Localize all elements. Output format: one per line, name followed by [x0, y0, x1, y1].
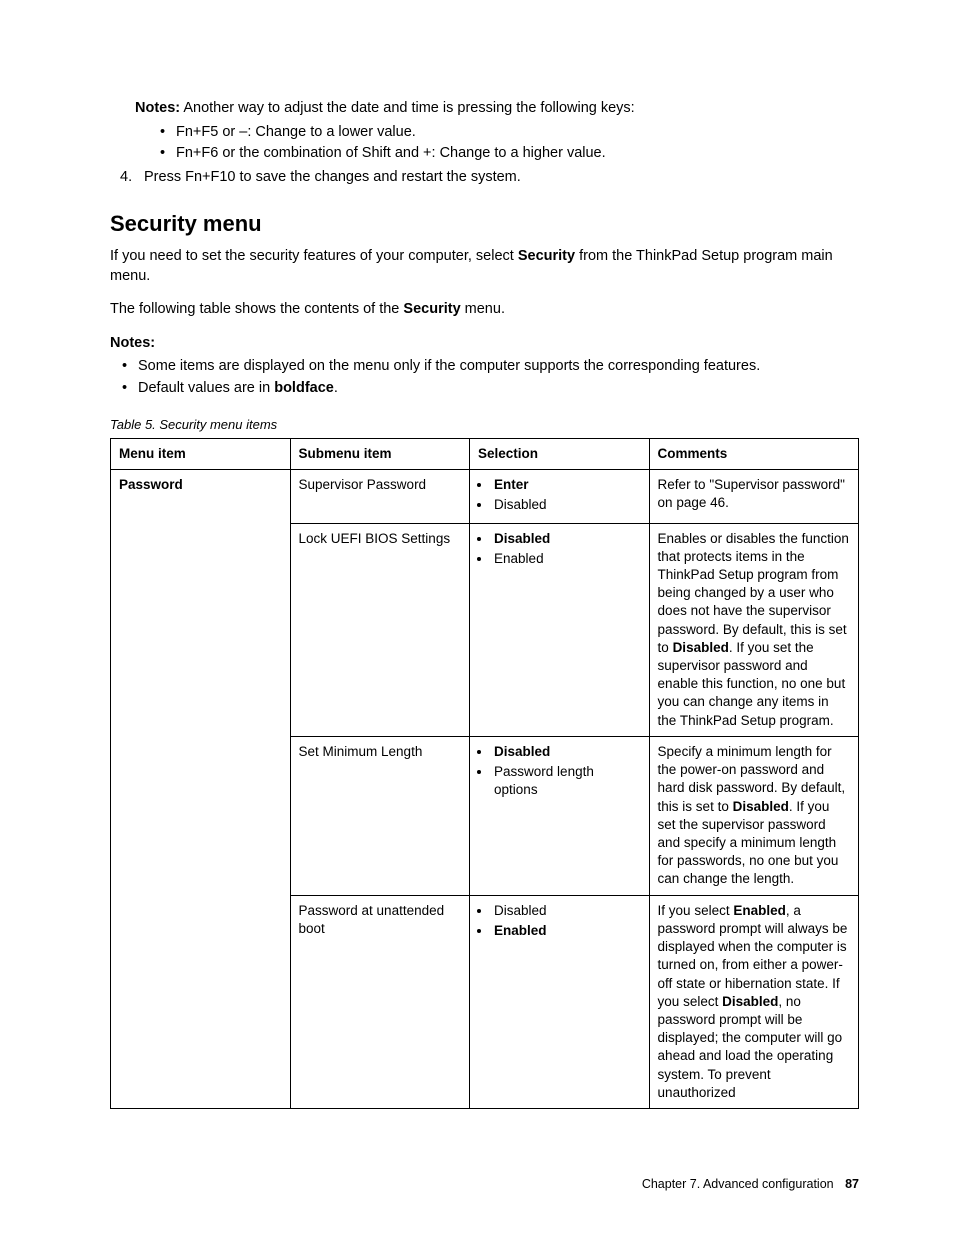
- notes-text: Another way to adjust the date and time …: [180, 100, 635, 116]
- step-text: Press Fn+F10 to save the changes and res…: [144, 168, 521, 188]
- paragraph-2: The following table shows the contents o…: [110, 300, 859, 320]
- submenu-cell: Supervisor Password: [290, 470, 470, 523]
- menu-item-cell: Password: [111, 470, 291, 523]
- selection-option: Enter: [492, 476, 641, 494]
- step-4: 4. Press Fn+F10 to save the changes and …: [120, 168, 859, 188]
- submenu-cell: Lock UEFI BIOS Settings: [290, 523, 470, 736]
- table-header-cell: Submenu item: [290, 438, 470, 469]
- selection-option: Password length options: [492, 763, 641, 799]
- table-row: Lock UEFI BIOS Settings Disabled Enabled En…: [111, 523, 859, 736]
- selection-option: Disabled: [492, 902, 641, 920]
- intro-block: Notes: Another way to adjust the date an…: [135, 99, 859, 164]
- comments-cell: Specify a minimum length for the power-o…: [649, 736, 858, 895]
- selection-option: Disabled: [492, 743, 641, 761]
- notes-line: Notes: Another way to adjust the date an…: [135, 99, 859, 119]
- selection-option: Enabled: [492, 550, 641, 568]
- selection-cell: Enter Disabled: [470, 470, 650, 523]
- menu-item-cell: [111, 736, 291, 895]
- section-heading: Security menu: [110, 209, 859, 239]
- selection-cell: Disabled Enabled: [470, 523, 650, 736]
- comments-cell: Refer to "Supervisor password" on page 4…: [649, 470, 858, 523]
- paragraph-1: If you need to set the security features…: [110, 247, 859, 286]
- bullet-icon: •: [122, 357, 138, 377]
- menu-item-cell: [111, 895, 291, 1108]
- table-header-cell: Selection: [470, 438, 650, 469]
- selection-cell: Disabled Password length options: [470, 736, 650, 895]
- table-header-row: Menu itemSubmenu itemSelectionComments: [111, 438, 859, 469]
- notes-label: Notes:: [135, 100, 180, 116]
- selection-option: Enabled: [492, 922, 641, 940]
- table-row: PasswordSupervisor Password Enter Disabled…: [111, 470, 859, 523]
- security-table: Menu itemSubmenu itemSelectionComments P…: [110, 438, 859, 1109]
- page-footer: Chapter 7. Advanced configuration 87: [642, 1176, 859, 1193]
- list-item: •Fn+F6 or the combination of Shift and +…: [160, 144, 859, 164]
- list-item: •Fn+F5 or –: Change to a lower value.: [160, 123, 859, 143]
- selection-option: Disabled: [492, 530, 641, 548]
- bullet-text: Fn+F6 or the combination of Shift and +:…: [176, 144, 606, 164]
- selection-cell: Disabled Enabled: [470, 895, 650, 1108]
- bullet-text: Default values are in boldface.: [138, 379, 338, 399]
- footer-page-number: 87: [845, 1177, 859, 1191]
- comments-cell: If you select Enabled, a password prompt…: [649, 895, 858, 1108]
- bullet-text: Fn+F5 or –: Change to a lower value.: [176, 123, 416, 143]
- table-row: Set Minimum Length Disabled Password lengt…: [111, 736, 859, 895]
- menu-item-cell: [111, 523, 291, 736]
- submenu-cell: Set Minimum Length: [290, 736, 470, 895]
- table-body: PasswordSupervisor Password Enter Disabled…: [111, 470, 859, 1109]
- table-header-cell: Menu item: [111, 438, 291, 469]
- step-number: 4.: [120, 168, 144, 188]
- notes2-label: Notes:: [110, 334, 859, 354]
- table-row: Password at unattended boot Disabled Enabl…: [111, 895, 859, 1108]
- bullet-icon: •: [160, 144, 176, 164]
- bullet-icon: •: [122, 379, 138, 399]
- footer-chapter: Chapter 7. Advanced configuration: [642, 1177, 834, 1191]
- comments-cell: Enables or disables the function that pr…: [649, 523, 858, 736]
- bullet-icon: •: [160, 123, 176, 143]
- table-header-cell: Comments: [649, 438, 858, 469]
- submenu-cell: Password at unattended boot: [290, 895, 470, 1108]
- list-item: •Default values are in boldface.: [122, 379, 859, 399]
- selection-option: Disabled: [492, 496, 641, 514]
- list-item: •Some items are displayed on the menu on…: [122, 357, 859, 377]
- document-page: Notes: Another way to adjust the date an…: [0, 0, 954, 1235]
- bullet-text: Some items are displayed on the menu onl…: [138, 357, 760, 377]
- table-caption: Table 5. Security menu items: [110, 416, 859, 434]
